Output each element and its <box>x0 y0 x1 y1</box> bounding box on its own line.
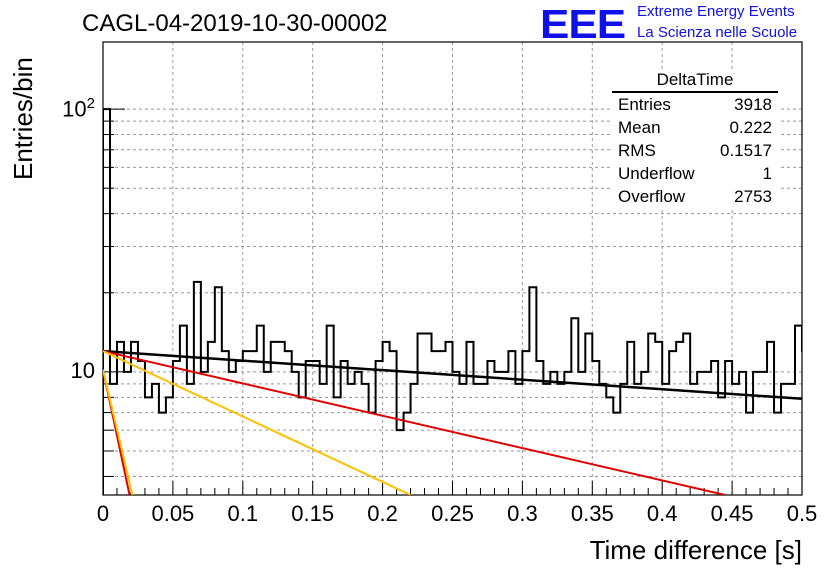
series-line-component-yellow-2 <box>103 369 134 495</box>
stats-label: Mean <box>618 118 661 137</box>
stats-row: Underflow 1 <box>612 162 778 185</box>
series-line-component-red-1 <box>103 350 726 495</box>
brand-line-1: Extreme Energy Events <box>637 3 795 20</box>
x-axis-label: Time difference [s] <box>589 535 802 565</box>
x-tick-label: 0.05 <box>151 501 195 526</box>
x-tick-label: 0.2 <box>367 501 398 526</box>
brand-line-2: La Scienza nelle Scuole <box>637 24 798 41</box>
stats-value: 0.1517 <box>720 141 772 160</box>
stats-value: 2753 <box>734 187 772 206</box>
series-line-component-yellow-1 <box>103 350 411 495</box>
stats-value: 3918 <box>734 95 772 114</box>
stats-rows: Entries 3918 Mean 0.222 RMS 0.1517 Underflow 1 O… <box>612 93 778 208</box>
stats-title: DeltaTime <box>612 70 778 93</box>
y-tick-label: 102 <box>62 95 95 122</box>
stats-row: Overflow 2753 <box>612 185 778 208</box>
stats-value: 1 <box>762 164 772 183</box>
x-tick-label: 0.25 <box>431 501 474 526</box>
x-tick-label: 0.4 <box>646 501 678 526</box>
eee-logo: EEE <box>540 2 626 48</box>
stats-label: Entries <box>618 95 671 114</box>
x-tick-label: 0 <box>96 501 110 526</box>
stats-row: Mean 0.222 <box>612 116 778 139</box>
x-tick-label: 0.5 <box>786 501 818 526</box>
histogram-steps <box>103 108 802 495</box>
plot-title: CAGL-04-2019-10-30-00002 <box>82 10 388 37</box>
stats-value: 0.222 <box>729 118 772 137</box>
series-line-fit <box>103 349 802 401</box>
stats-box: DeltaTime Entries 3918 Mean 0.222 RMS 0.1517 U… <box>612 70 778 208</box>
y-tick-label: 10 <box>70 357 95 383</box>
x-tick-label: 0.1 <box>227 501 259 526</box>
stats-row: RMS 0.1517 <box>612 139 778 162</box>
stats-label: RMS <box>618 141 656 160</box>
x-tick-label: 0.35 <box>570 501 614 526</box>
stats-label: Underflow <box>618 164 695 183</box>
stats-label: Overflow <box>618 187 686 206</box>
stats-row: Entries 3918 <box>612 93 778 116</box>
x-tick-label: 0.3 <box>507 501 538 526</box>
x-tick-label: 0.45 <box>710 501 754 526</box>
x-tick-label: 0.15 <box>291 501 335 526</box>
